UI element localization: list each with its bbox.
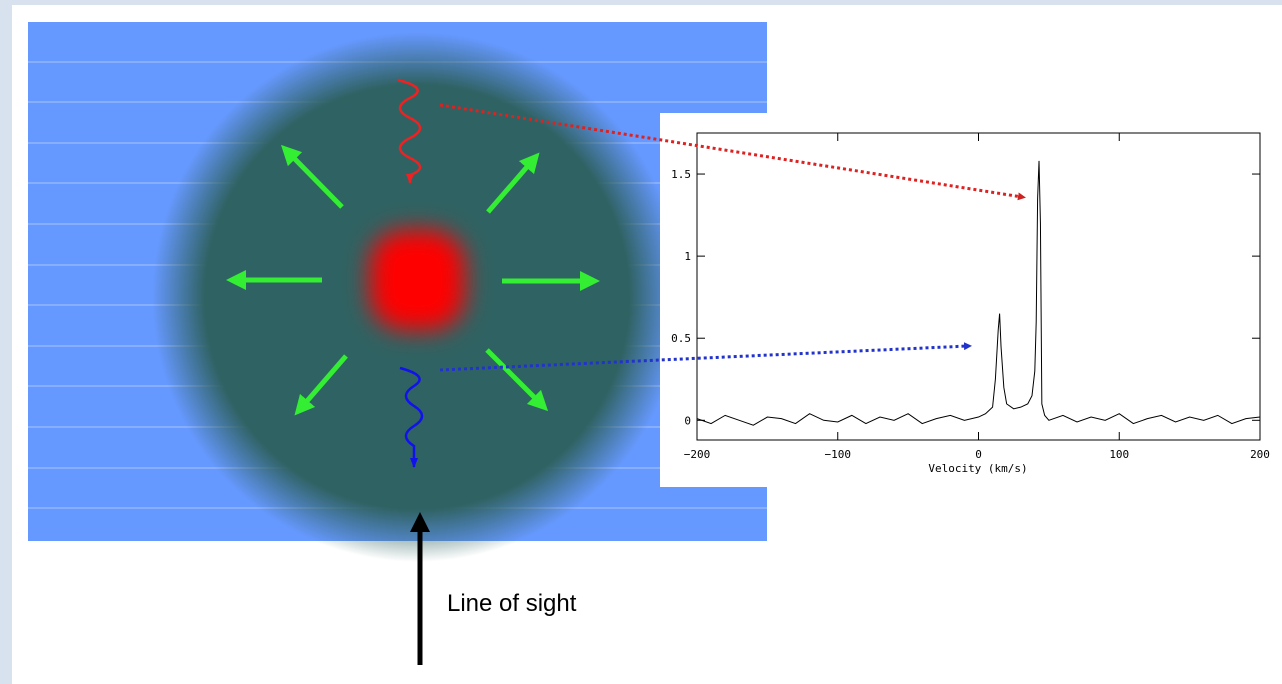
sight-label: Line of sight	[447, 590, 577, 617]
x-tick-label: 100	[1109, 448, 1129, 461]
x-tick-label: −200	[684, 448, 711, 461]
expansion-arrows	[226, 144, 600, 416]
x-tick-label: −100	[825, 448, 852, 461]
y-tick-label: 0.5	[671, 332, 691, 345]
red-pointer	[439, 103, 1026, 201]
y-tick-label: 0	[684, 414, 691, 427]
y-tick-label: 1.5	[671, 168, 691, 181]
x-tick-label: 200	[1250, 448, 1270, 461]
blue-pointer	[439, 342, 972, 372]
frame-top	[0, 0, 1282, 5]
spectrum-line	[696, 160, 1261, 426]
redshift-wave	[397, 78, 422, 184]
y-tick-label: 1	[684, 250, 691, 263]
star	[370, 230, 465, 330]
chart-panel	[660, 113, 1282, 487]
x-tick-label: 0	[975, 448, 982, 461]
frame-left	[0, 0, 12, 684]
blueshift-wave	[399, 366, 424, 468]
x-axis-label: Velocity (km/s)	[928, 462, 1027, 475]
chart: −200 −100 0 100 200 0 0.5 1 1.5	[671, 133, 1270, 461]
